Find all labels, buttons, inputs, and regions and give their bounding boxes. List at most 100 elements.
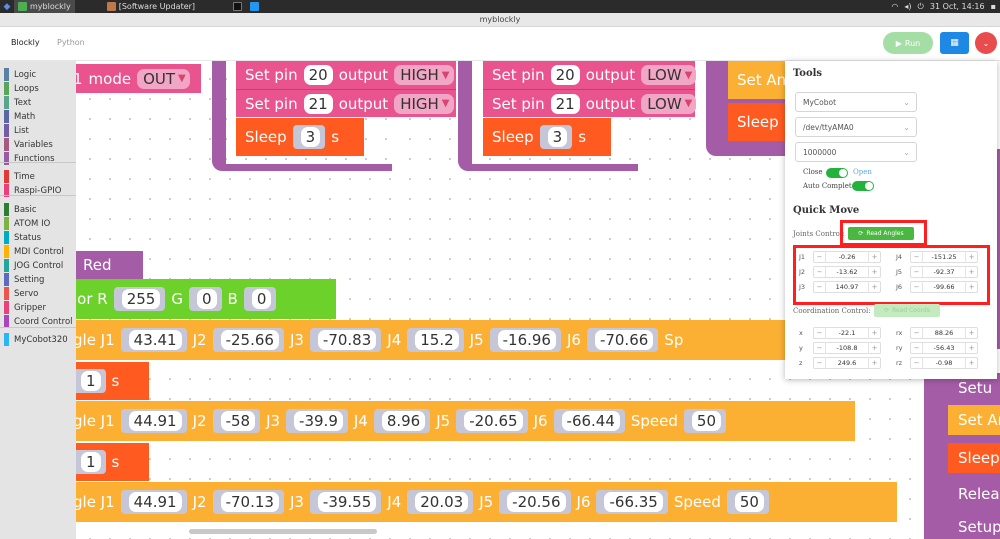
plus-icon[interactable]: + — [968, 359, 975, 367]
j1-field[interactable]: 44.91 — [128, 492, 182, 512]
j3-field[interactable]: -39.55 — [317, 492, 377, 512]
toolbox-category-setting[interactable]: Setting — [4, 273, 44, 286]
speed-field[interactable]: 50 — [691, 411, 722, 431]
j5-field[interactable]: -20.65 — [464, 411, 523, 431]
toolbox-category-functions[interactable]: Functions — [4, 152, 55, 165]
spin-value[interactable]: -108.8 — [825, 342, 869, 354]
power-icon[interactable]: ⏻ — [917, 1, 924, 11]
level-dropdown[interactable]: LOW ▼ — [641, 93, 697, 114]
j6-field[interactable]: -66.35 — [604, 492, 663, 512]
tab-blockly[interactable]: Blockly — [11, 38, 40, 47]
minus-icon[interactable]: − — [816, 344, 823, 352]
read-coords-button[interactable]: ⟳ Read Coords — [874, 304, 940, 317]
spin-input[interactable]: − -108.8 + — [813, 342, 881, 354]
minus-icon[interactable]: − — [913, 344, 920, 352]
toolbox-category-mdi-control[interactable]: MDI Control — [4, 245, 64, 258]
spin-input[interactable]: − -0.26 + — [813, 251, 881, 263]
taskbar-task-myblockly[interactable]: myblockly — [14, 0, 75, 13]
toolbox-category-servo[interactable]: Servo — [4, 287, 38, 300]
spin-value[interactable]: -99.66 — [922, 281, 966, 293]
taskbar-task-vscode[interactable] — [246, 0, 263, 13]
send-angles-block[interactable]: gle J1 44.91 J2 -70.13 J3 -39.55 J4 20.03 J5 -20.… — [76, 482, 897, 522]
j5-field[interactable]: -16.96 — [497, 330, 556, 350]
j6-field[interactable]: -66.44 — [561, 411, 620, 431]
j1-field[interactable]: 44.91 — [128, 411, 182, 431]
stack-block[interactable]: Setup — [948, 512, 1000, 539]
sleep-seconds-field[interactable]: 1 — [81, 371, 101, 391]
spin-value[interactable]: -0.98 — [922, 357, 966, 369]
green-value-field[interactable]: 0 — [196, 289, 217, 309]
send-angles-block[interactable]: gle J1 44.91 J2 -58 J3 -39.9 J4 8.96 J5 -20.65 J6-… — [76, 401, 855, 441]
spin-input[interactable]: − -22.1 + — [813, 327, 881, 339]
spin-value[interactable]: 88.26 — [922, 327, 966, 339]
spin-value[interactable]: -56.43 — [922, 342, 966, 354]
level-dropdown[interactable]: HIGH ▼ — [394, 93, 454, 114]
toolbox-category-time[interactable]: Time — [4, 170, 35, 183]
blockly-workspace[interactable]: 1 mode OUT ▼ Set pin 20 output HIGH ▼ Set … — [76, 61, 1000, 539]
spin-value[interactable]: -92.37 — [922, 266, 966, 278]
spin-value[interactable]: -0.26 — [825, 251, 869, 263]
toolbox-category-list[interactable]: List — [4, 124, 29, 137]
set-pin-block[interactable]: Set pin 21 output LOW ▼ — [483, 89, 697, 117]
mode-dropdown[interactable]: OUT ▼ — [137, 68, 190, 89]
spin-input[interactable]: − -56.43 + — [910, 342, 978, 354]
toolbox-category-raspi-gpio[interactable]: Raspi-GPIO — [4, 184, 61, 197]
start-menu-icon[interactable]: ◆ — [3, 1, 11, 12]
speed-field[interactable]: 50 — [734, 492, 764, 512]
spin-input[interactable]: −88.26 + — [910, 327, 978, 339]
j2-field[interactable]: -70.13 — [220, 492, 279, 512]
spin-input[interactable]: −249.6 + — [813, 357, 881, 369]
j4-field[interactable]: 8.96 — [381, 411, 426, 431]
plus-icon[interactable]: + — [871, 253, 878, 261]
sleep-seconds-field[interactable]: 3 — [300, 127, 321, 147]
plus-icon[interactable]: + — [968, 283, 975, 291]
toolbox-category-basic[interactable]: Basic — [4, 203, 37, 216]
taskbar-task-updater[interactable]: [Software Updater] — [103, 0, 199, 13]
minus-icon[interactable]: − — [816, 329, 823, 337]
plus-icon[interactable]: + — [871, 283, 878, 291]
j1-field[interactable]: 43.41 — [128, 330, 182, 350]
sleep-seconds-field[interactable]: 1 — [81, 452, 101, 472]
toolbox-category-status[interactable]: Status — [4, 231, 41, 244]
toolbox-category-gripper[interactable]: Gripper — [4, 301, 46, 314]
minus-icon[interactable]: − — [816, 253, 823, 261]
spin-input[interactable]: − -151.25 + — [910, 251, 978, 263]
j5-field[interactable]: -20.56 — [507, 492, 566, 512]
spin-input[interactable]: −140.97 + — [813, 281, 881, 293]
minus-icon[interactable]: − — [913, 283, 920, 291]
plus-icon[interactable]: + — [871, 344, 878, 352]
j2-field[interactable]: -58 — [220, 411, 256, 431]
stack-block[interactable]: Set An — [948, 405, 1000, 435]
color-name-block[interactable]: Red — [76, 251, 143, 279]
pin-field[interactable]: 20 — [550, 65, 580, 85]
wifi-icon[interactable]: ◠ — [891, 2, 899, 11]
stack-block[interactable]: Sleep — [948, 443, 1000, 473]
toolbox-category-variables[interactable]: Variables — [4, 138, 53, 151]
toolbox-category-atom-io[interactable]: ATOM IO — [4, 217, 50, 230]
j3-field[interactable]: -70.83 — [317, 330, 377, 350]
pin-field[interactable]: 20 — [303, 65, 333, 85]
set-pin-block[interactable]: Set pin 21 output HIGH ▼ — [236, 89, 456, 117]
j3-field[interactable]: -39.9 — [294, 411, 343, 431]
baud-select[interactable]: 1000000 ⌄ — [795, 142, 917, 162]
grid-icon[interactable]: ▪ — [990, 2, 996, 11]
plus-icon[interactable]: + — [968, 329, 975, 337]
pin-mode-block[interactable]: 1 mode OUT ▼ — [76, 64, 201, 93]
volume-icon[interactable]: ◂) — [904, 2, 912, 11]
plus-icon[interactable]: + — [968, 344, 975, 352]
toolbox-category-loops[interactable]: Loops — [4, 82, 39, 95]
grid-button[interactable]: ▦ — [940, 32, 969, 54]
port-select[interactable]: /dev/ttyAMA0 ⌄ — [795, 117, 917, 137]
toolbox-category-coord-control[interactable]: Coord Control — [4, 315, 73, 328]
minus-icon[interactable]: − — [816, 268, 823, 276]
plus-icon[interactable]: + — [871, 329, 878, 337]
minus-icon[interactable]: − — [816, 283, 823, 291]
spin-value[interactable]: 140.97 — [825, 281, 869, 293]
send-angles-block[interactable]: gle J1 43.41 J2 -25.66 J3 -70.83 J4 15.2 J5 -16.9… — [76, 320, 793, 360]
tab-python[interactable]: Python — [57, 38, 85, 47]
plus-icon[interactable]: + — [871, 268, 878, 276]
plus-icon[interactable]: + — [968, 253, 975, 261]
taskbar-task-terminal[interactable] — [229, 0, 246, 13]
